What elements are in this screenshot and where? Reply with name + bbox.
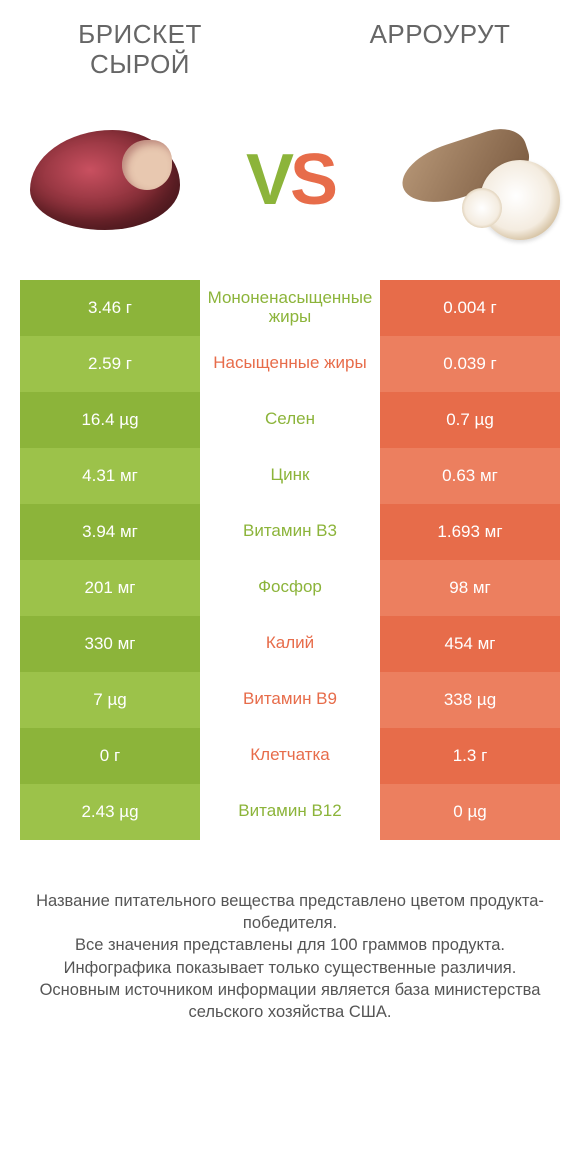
value-right: 0 µg	[380, 784, 560, 840]
footer-line: Основным источником информации является …	[30, 979, 550, 1024]
value-left: 0 г	[20, 728, 200, 784]
value-left: 201 мг	[20, 560, 200, 616]
footer-notes: Название питательного вещества представл…	[0, 840, 580, 1024]
product-right-title: АРРОУРУТ	[340, 20, 540, 80]
nutrient-label: Витамин B3	[200, 504, 380, 560]
table-row: 0 гКлетчатка1.3 г	[20, 728, 560, 784]
table-row: 7 µgВитамин B9338 µg	[20, 672, 560, 728]
comparison-table: 3.46 гМононенасыщенные жиры0.004 г2.59 г…	[20, 280, 560, 840]
nutrient-label: Цинк	[200, 448, 380, 504]
product-left-title: БРИСКЕТ СЫРОЙ	[40, 20, 240, 80]
table-row: 330 мгКалий454 мг	[20, 616, 560, 672]
footer-line: Все значения представлены для 100 граммо…	[30, 934, 550, 956]
table-row: 16.4 µgСелен0.7 µg	[20, 392, 560, 448]
value-right: 0.7 µg	[380, 392, 560, 448]
value-right: 0.004 г	[380, 280, 560, 336]
nutrient-label: Мононенасыщенные жиры	[200, 280, 380, 336]
footer-line: Инфографика показывает только существенн…	[30, 957, 550, 979]
table-row: 3.94 мгВитамин B31.693 мг	[20, 504, 560, 560]
nutrient-label: Калий	[200, 616, 380, 672]
table-row: 2.59 гНасыщенные жиры0.039 г	[20, 336, 560, 392]
value-left: 330 мг	[20, 616, 200, 672]
value-left: 2.59 г	[20, 336, 200, 392]
value-left: 16.4 µg	[20, 392, 200, 448]
table-row: 201 мгФосфор98 мг	[20, 560, 560, 616]
value-left: 7 µg	[20, 672, 200, 728]
value-left: 4.31 мг	[20, 448, 200, 504]
product-right-image	[390, 110, 560, 250]
hero-row: VS	[0, 80, 580, 280]
nutrient-label: Клетчатка	[200, 728, 380, 784]
product-left-image	[20, 110, 190, 250]
nutrient-label: Фосфор	[200, 560, 380, 616]
value-right: 98 мг	[380, 560, 560, 616]
value-right: 338 µg	[380, 672, 560, 728]
value-right: 1.3 г	[380, 728, 560, 784]
footer-line: Название питательного вещества представл…	[30, 890, 550, 935]
table-row: 2.43 µgВитамин B120 µg	[20, 784, 560, 840]
vs-label: VS	[246, 139, 334, 221]
table-row: 3.46 гМононенасыщенные жиры0.004 г	[20, 280, 560, 336]
table-row: 4.31 мгЦинк0.63 мг	[20, 448, 560, 504]
value-right: 454 мг	[380, 616, 560, 672]
nutrient-label: Витамин B12	[200, 784, 380, 840]
nutrient-label: Насыщенные жиры	[200, 336, 380, 392]
value-left: 2.43 µg	[20, 784, 200, 840]
value-right: 1.693 мг	[380, 504, 560, 560]
value-right: 0.63 мг	[380, 448, 560, 504]
vs-v: V	[246, 139, 290, 221]
header: БРИСКЕТ СЫРОЙ АРРОУРУТ	[0, 0, 580, 80]
nutrient-label: Селен	[200, 392, 380, 448]
value-right: 0.039 г	[380, 336, 560, 392]
vs-s: S	[290, 139, 334, 221]
value-left: 3.94 мг	[20, 504, 200, 560]
nutrient-label: Витамин B9	[200, 672, 380, 728]
value-left: 3.46 г	[20, 280, 200, 336]
